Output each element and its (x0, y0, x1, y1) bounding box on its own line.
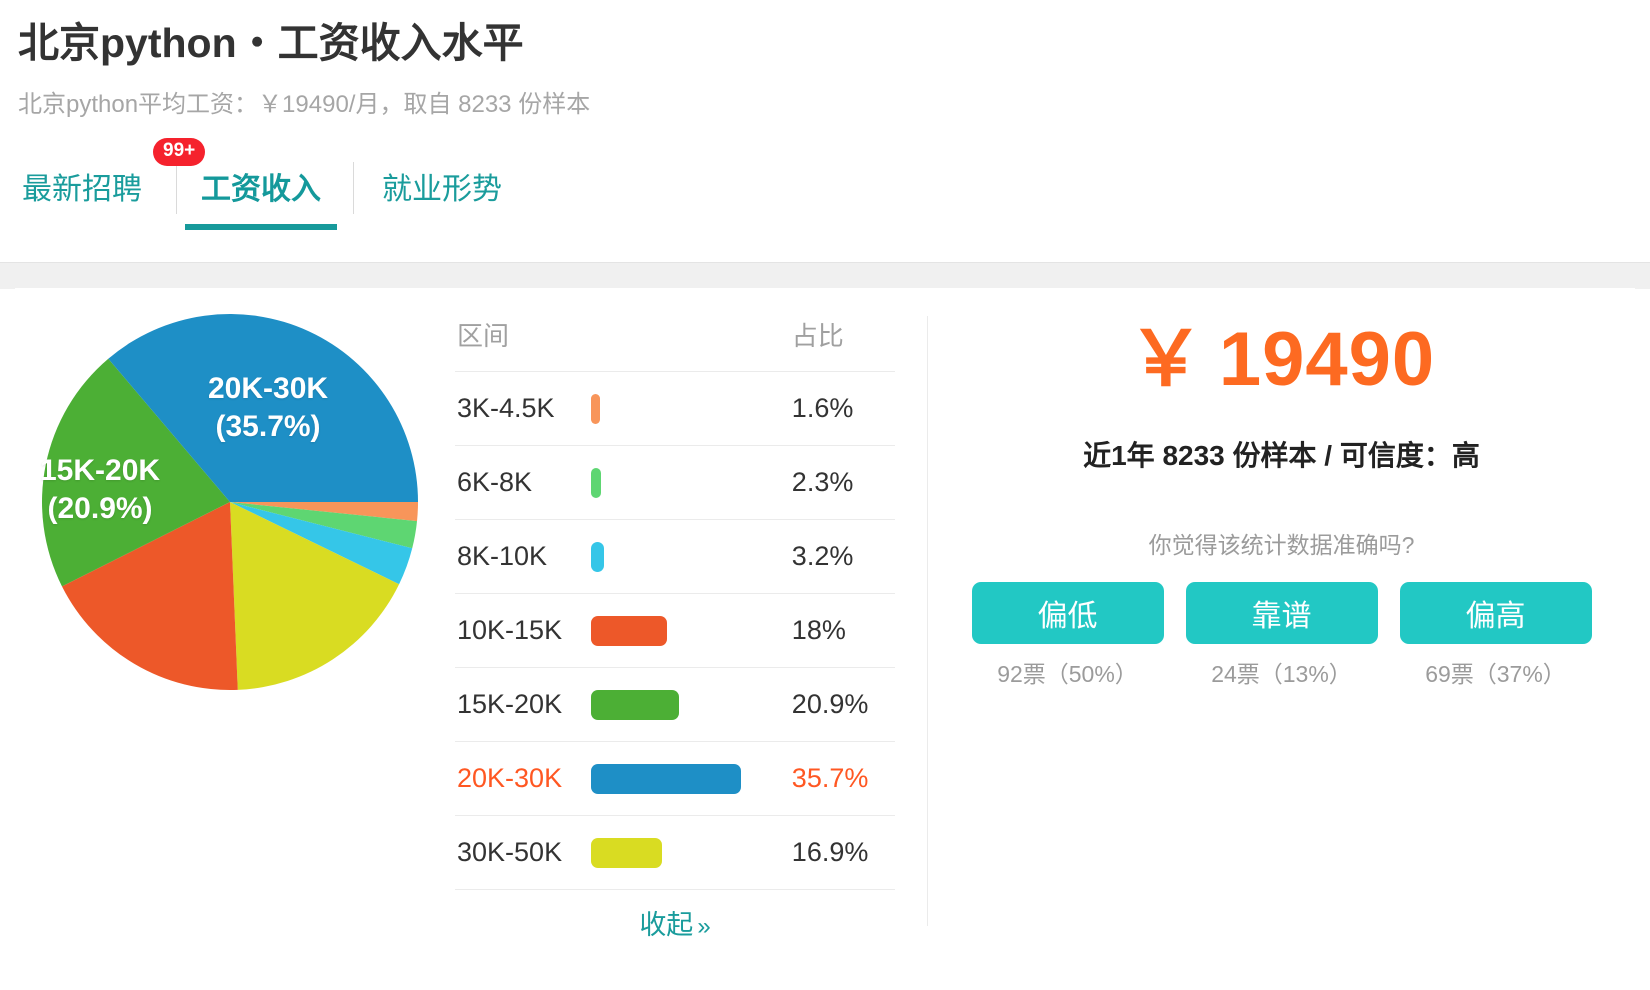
distribution-table-column: 区间 占比 3K-4.5K 1.6% 6K-8K 2.3% 8K-10K 3.2% 10K-… (445, 288, 915, 978)
table-row[interactable]: 20K-30K 35.7% (455, 741, 895, 816)
notification-badge: 99+ (153, 138, 206, 166)
row-percent-label: 16.9% (787, 815, 895, 890)
distribution-table: 区间 占比 3K-4.5K 1.6% 6K-8K 2.3% 8K-10K 3.2% 10K-… (455, 316, 895, 954)
table-row[interactable]: 10K-15K 18% (455, 593, 895, 668)
tab-employment-trend[interactable]: 就业形势 (378, 160, 524, 224)
table-header-row: 区间 占比 (455, 316, 895, 372)
accuracy-question: 你觉得该统计数据准确吗? (1148, 531, 1415, 558)
page-header: 北京python・工资收入水平 北京python平均工资：￥19490/月，取自… (0, 0, 1650, 120)
average-salary: ￥ 19490 (1128, 318, 1435, 402)
table-row[interactable]: 15K-20K 20.9% (455, 667, 895, 742)
row-bar (590, 393, 600, 424)
collapse-toggle-link[interactable]: 收起» (639, 903, 710, 942)
pie-slice[interactable] (230, 502, 418, 522)
row-percent-label: 20.9% (787, 667, 895, 742)
row-percent-label: 1.6% (787, 371, 895, 446)
sample-info: 近1年 8233 份样本 / 可信度：高 (1083, 439, 1480, 471)
table-row[interactable]: 6K-8K 2.3% (455, 445, 895, 520)
pie-slice[interactable] (108, 313, 418, 502)
pie-slice[interactable] (42, 358, 231, 587)
row-bar (590, 541, 604, 572)
vote-count-accurate: 24票（13%） (1211, 660, 1352, 687)
row-range-label: 8K-10K (455, 519, 590, 594)
pie-slice[interactable] (230, 502, 400, 690)
table-row[interactable]: 30K-50K 16.9% (455, 815, 895, 890)
salary-amount: 19490 (1218, 317, 1436, 402)
column-header-range: 区间 (457, 321, 510, 351)
row-percent-label: 2.3% (787, 445, 895, 520)
row-bar-cell (589, 667, 788, 742)
row-bar (590, 467, 601, 498)
row-range-label: 10K-15K (455, 593, 590, 668)
pie-chart: 20K-30K (35.7%) 15K-20K (20.9%) (40, 312, 420, 692)
table-row[interactable]: 3K-4.5K 1.6% (455, 371, 895, 446)
vertical-divider (927, 316, 928, 926)
collapse-cell: 收起» (455, 889, 895, 954)
vote-button-too-high[interactable]: 偏高 (1399, 581, 1592, 644)
tab-bar: 最新招聘 99+ 工资收入 就业形势 (0, 138, 1650, 231)
row-bar-cell (589, 519, 788, 594)
row-bar-cell (589, 815, 788, 890)
vote-item: 偏高 69票（37%） (1399, 581, 1592, 689)
vote-count-too-high: 69票（37%） (1425, 660, 1566, 687)
page-subtitle: 北京python平均工资：￥19490/月，取自 8233 份样本 (18, 91, 591, 119)
tab-latest-jobs-label: 最新招聘 (22, 173, 142, 207)
table-row[interactable]: 8K-10K 3.2% (455, 519, 895, 594)
section-separator-strip (0, 262, 1650, 289)
pie-chart-svg (42, 313, 418, 691)
pie-chart-column: 20K-30K (35.7%) 15K-20K (20.9%) (15, 288, 445, 978)
tab-employment-trend-label: 就业形势 (382, 173, 502, 207)
chevron-right-icon: » (697, 912, 711, 940)
row-bar (590, 763, 741, 794)
pie-slice[interactable] (230, 502, 413, 585)
row-bar (590, 615, 667, 646)
row-range-label: 15K-20K (455, 667, 590, 742)
row-range-label: 20K-30K (455, 741, 590, 816)
column-header-percent: 占比 (791, 321, 844, 351)
tab-divider-1 (176, 162, 177, 215)
row-percent-label: 18% (787, 593, 895, 668)
row-bar-cell (589, 593, 788, 668)
row-range-label: 30K-50K (455, 815, 590, 890)
vote-button-too-low[interactable]: 偏低 (971, 581, 1164, 644)
tab-salary-income[interactable]: 工资收入 (185, 160, 337, 231)
salary-card: 20K-30K (35.7%) 15K-20K (20.9%) 区间 占比 (15, 288, 1635, 978)
row-bar (590, 837, 662, 868)
tab-salary-income-label: 工资收入 (201, 173, 321, 207)
collapse-label: 收起 (639, 909, 694, 940)
row-percent-label: 3.2% (787, 519, 895, 594)
row-bar (590, 689, 679, 720)
row-percent-label: 35.7% (787, 741, 895, 816)
row-bar-cell (589, 741, 788, 816)
tab-divider-2 (353, 162, 354, 215)
vote-button-accurate[interactable]: 靠谱 (1185, 581, 1378, 644)
table-footer-row: 收起» (455, 889, 895, 954)
summary-column: ￥ 19490 近1年 8233 份样本 / 可信度：高 你觉得该统计数据准确吗?… (928, 288, 1635, 978)
row-bar-cell (589, 445, 788, 520)
row-range-label: 6K-8K (455, 445, 590, 520)
vote-count-too-low: 92票（50%） (997, 660, 1138, 687)
pie-slice[interactable] (230, 502, 418, 549)
page-title: 北京python・工资收入水平 (18, 20, 524, 66)
row-bar-cell (589, 371, 788, 446)
row-range-label: 3K-4.5K (455, 371, 590, 446)
vote-item: 靠谱 24票（13%） (1185, 581, 1378, 689)
currency-symbol: ￥ (1127, 317, 1205, 402)
vote-button-group: 偏低 92票（50%） 靠谱 24票（13%） 偏高 69票（37%） (971, 581, 1592, 689)
vote-item: 偏低 92票（50%） (971, 581, 1164, 689)
column-header-bar (590, 316, 788, 372)
pie-slice[interactable] (61, 502, 238, 691)
tab-latest-jobs[interactable]: 最新招聘 99+ (18, 138, 206, 224)
